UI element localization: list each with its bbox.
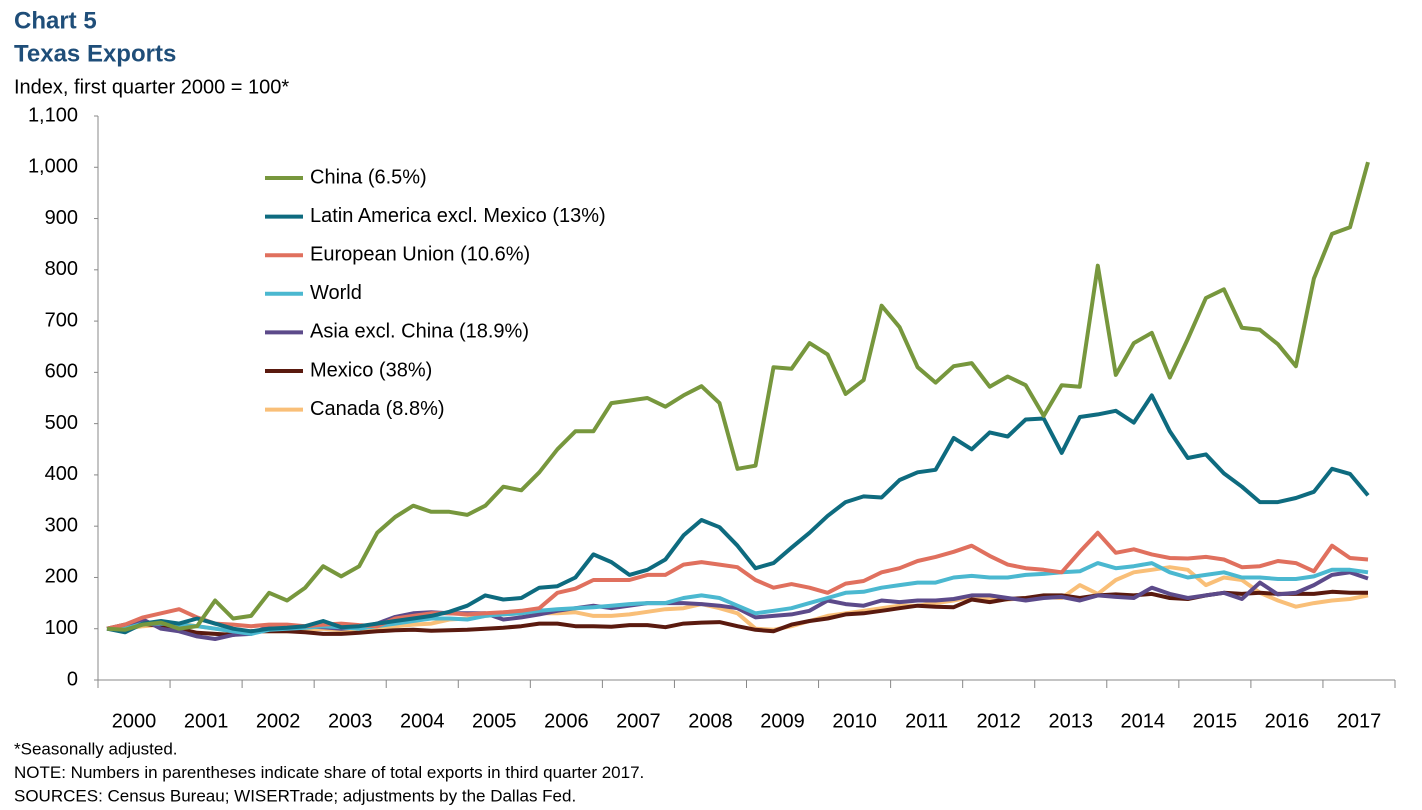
series-line (106, 589, 1368, 637)
series-line (107, 565, 1369, 634)
x-tick-label: 2015 (1193, 710, 1238, 732)
legend-label: World (310, 282, 362, 304)
x-tick-label: 2012 (976, 710, 1021, 732)
x-tick-label: 2006 (544, 710, 589, 732)
x-tick-label: 2014 (1121, 710, 1166, 732)
y-tick-label: 1,000 (28, 156, 78, 178)
legend-label: Asia excl. China (18.9%) (310, 321, 529, 343)
x-tick-label: 2010 (832, 710, 877, 732)
y-tick-label: 500 (45, 412, 78, 434)
legend-label: China (6.5%) (310, 166, 427, 188)
series-line (106, 530, 1369, 631)
x-tick-label: 2000 (112, 710, 157, 732)
x-tick-label: 2008 (688, 710, 733, 732)
footnote: NOTE: Numbers in parentheses indicate sh… (14, 763, 644, 782)
y-tick-label: 800 (45, 258, 78, 280)
y-tick-label: 700 (45, 309, 78, 331)
y-tick-label: 900 (45, 207, 78, 229)
x-tick-label: 2007 (616, 710, 661, 732)
series-line (106, 393, 1370, 635)
legend-label: Canada (8.8%) (310, 398, 445, 420)
x-tick-label: 2016 (1265, 710, 1310, 732)
footnote: *Seasonally adjusted. (14, 739, 178, 758)
series-line (106, 161, 1370, 632)
chart-title: Chart 5 (14, 7, 97, 34)
legend-label: European Union (10.6%) (310, 243, 530, 265)
y-tick-label: 1,100 (28, 104, 78, 126)
x-tick-label: 2004 (400, 710, 445, 732)
x-tick-label: 2003 (328, 710, 373, 732)
y-tick-label: 200 (45, 566, 78, 588)
legend-label: Mexico (38%) (310, 359, 432, 381)
x-tick-label: 2017 (1337, 710, 1382, 732)
y-tick-label: 300 (45, 514, 78, 536)
y-tick-label: 600 (45, 361, 78, 383)
y-axis-label: Index, first quarter 2000 = 100* (14, 76, 289, 98)
y-tick-label: 100 (45, 617, 78, 639)
x-tick-label: 2011 (905, 710, 948, 732)
x-tick-label: 2002 (256, 710, 301, 732)
legend-label: Latin America excl. Mexico (13%) (310, 205, 606, 227)
footnote: SOURCES: Census Bureau; WISERTrade; adju… (14, 786, 576, 805)
y-tick-label: 400 (45, 463, 78, 485)
x-tick-label: 2009 (760, 710, 805, 732)
x-tick-label: 2001 (184, 710, 229, 732)
x-tick-label: 2005 (472, 710, 517, 732)
chart-subtitle: Texas Exports (14, 40, 176, 67)
x-tick-label: 2013 (1049, 710, 1094, 732)
y-tick-label: 0 (67, 668, 78, 690)
